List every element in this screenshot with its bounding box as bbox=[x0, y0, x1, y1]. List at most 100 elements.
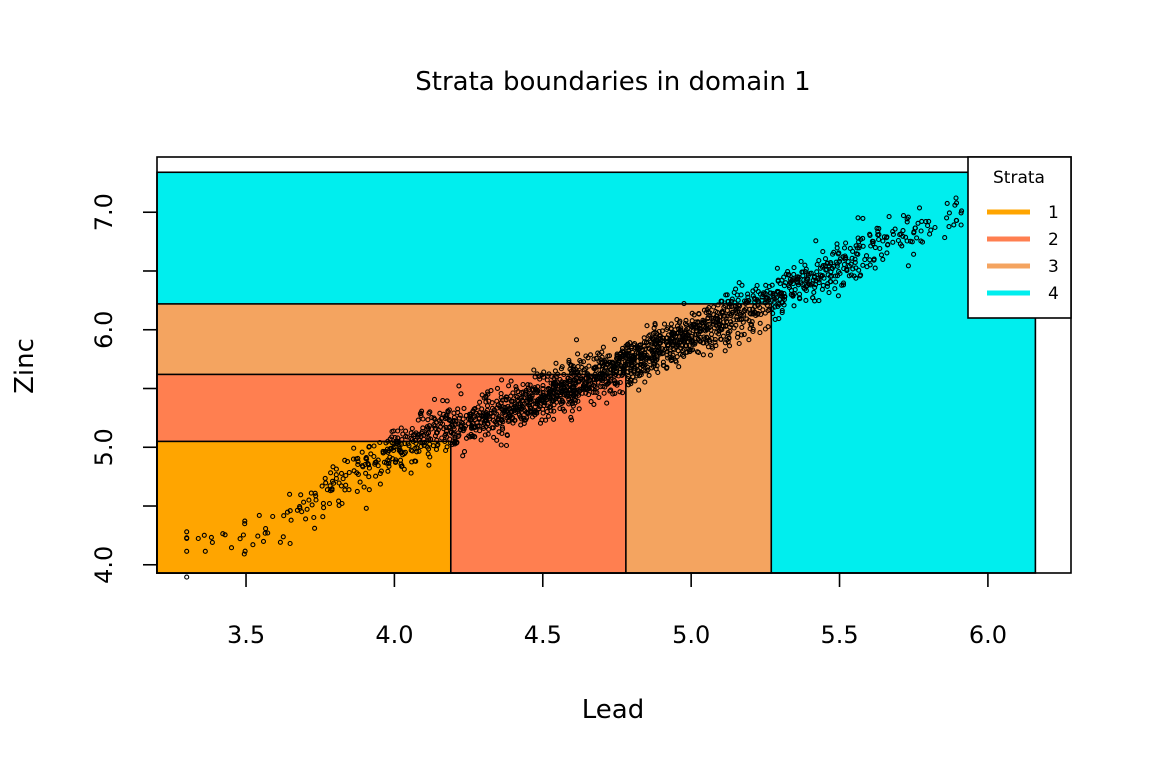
scatter-point bbox=[363, 505, 369, 511]
scatter-point bbox=[447, 436, 453, 442]
scatter-point bbox=[329, 478, 336, 484]
scatter-point bbox=[750, 288, 756, 294]
scatter-point bbox=[852, 259, 858, 265]
scatter-point bbox=[414, 449, 420, 455]
scatter-point bbox=[619, 345, 626, 351]
y-tick-label: 4.0 bbox=[90, 546, 118, 584]
scatter-point bbox=[651, 325, 657, 331]
scatter-point bbox=[255, 533, 261, 539]
scatter-point bbox=[932, 224, 938, 231]
scatter-point bbox=[843, 255, 849, 261]
scatter-point bbox=[812, 284, 818, 290]
scatter-point bbox=[636, 387, 642, 393]
scatter-point bbox=[777, 280, 783, 287]
scatter-point bbox=[702, 336, 708, 342]
scatter-point bbox=[483, 399, 489, 405]
scatter-point bbox=[734, 314, 740, 320]
scatter-point bbox=[297, 504, 303, 510]
scatter-point bbox=[338, 470, 345, 476]
scatter-point bbox=[553, 388, 559, 394]
scatter-point bbox=[689, 310, 695, 316]
scatter-point bbox=[845, 259, 851, 265]
scatter-point bbox=[482, 432, 488, 438]
scatter-point bbox=[878, 252, 885, 258]
scatter-point bbox=[409, 448, 415, 454]
scatter-point bbox=[757, 291, 763, 297]
scatter-point bbox=[693, 325, 699, 331]
scatter-point bbox=[629, 344, 635, 350]
scatter-point bbox=[594, 385, 600, 391]
scatter-point bbox=[403, 428, 409, 434]
scatter-point bbox=[750, 326, 756, 332]
legend-label-4: 4 bbox=[1048, 284, 1059, 304]
x-tick-label: 5.0 bbox=[672, 621, 710, 649]
scatter-point bbox=[416, 448, 422, 454]
scatter-point bbox=[357, 479, 363, 485]
scatter-point bbox=[571, 372, 577, 378]
scatter-point bbox=[602, 371, 608, 377]
scatter-point bbox=[340, 476, 346, 482]
scatter-point bbox=[653, 366, 659, 372]
scatter-point bbox=[355, 471, 361, 477]
scatter-point bbox=[491, 407, 497, 413]
scatter-point bbox=[408, 470, 414, 476]
scatter-point bbox=[642, 362, 648, 368]
scatter-point bbox=[707, 321, 713, 327]
scatter-point bbox=[722, 313, 728, 319]
scatter-points bbox=[184, 164, 1035, 580]
scatter-point bbox=[722, 348, 728, 354]
scatter-point bbox=[951, 222, 957, 228]
scatter-point bbox=[810, 295, 816, 301]
scatter-point bbox=[415, 434, 421, 440]
scatter-point bbox=[852, 256, 858, 262]
scatter-point bbox=[927, 231, 933, 237]
scatter-point bbox=[876, 236, 882, 243]
scatter-point bbox=[542, 393, 548, 399]
scatter-point bbox=[810, 277, 816, 283]
scatter-point bbox=[543, 417, 549, 423]
scatter-point bbox=[954, 217, 960, 224]
scatter-point bbox=[622, 358, 628, 365]
scatter-point bbox=[550, 397, 556, 403]
scatter-point bbox=[721, 319, 727, 325]
scatter-point bbox=[629, 349, 636, 355]
scatter-point bbox=[681, 353, 687, 359]
scatter-point bbox=[669, 335, 675, 341]
scatter-point bbox=[716, 328, 722, 334]
y-axis: 4.0 5.0 6.0 7.0 bbox=[90, 193, 158, 584]
scatter-point bbox=[552, 368, 558, 374]
scatter-point bbox=[591, 356, 597, 362]
scatter-point bbox=[914, 235, 920, 241]
scatter-point bbox=[652, 361, 658, 367]
scatter-point bbox=[683, 317, 689, 323]
scatter-point bbox=[871, 256, 877, 262]
scatter-point bbox=[359, 449, 365, 455]
scatter-point bbox=[715, 302, 721, 308]
scatter-point bbox=[739, 324, 745, 330]
scatter-point bbox=[601, 368, 607, 374]
scatter-point bbox=[747, 310, 753, 316]
scatter-point bbox=[817, 265, 824, 271]
scatter-point bbox=[304, 506, 310, 512]
scatter-point bbox=[668, 358, 674, 364]
scatter-point bbox=[311, 514, 317, 521]
scatter-point bbox=[874, 225, 880, 231]
scatter-point bbox=[573, 337, 580, 343]
scatter-point bbox=[589, 385, 595, 391]
x-tick-label: 5.5 bbox=[820, 621, 858, 649]
scatter-point bbox=[558, 385, 564, 391]
scatter-point bbox=[681, 301, 687, 307]
scatter-point bbox=[483, 414, 489, 421]
scatter-point bbox=[767, 290, 773, 296]
scatter-point bbox=[287, 491, 293, 497]
scatter-point bbox=[690, 347, 696, 353]
scatter-point bbox=[723, 316, 729, 322]
scatter-point bbox=[410, 438, 416, 445]
scatter-point bbox=[545, 393, 551, 399]
scatter-point bbox=[455, 406, 461, 412]
scatter-point bbox=[569, 417, 575, 423]
scatter-point bbox=[706, 305, 712, 311]
scatter-point bbox=[771, 299, 777, 305]
scatter-point bbox=[568, 414, 574, 420]
scatter-point bbox=[711, 319, 717, 325]
